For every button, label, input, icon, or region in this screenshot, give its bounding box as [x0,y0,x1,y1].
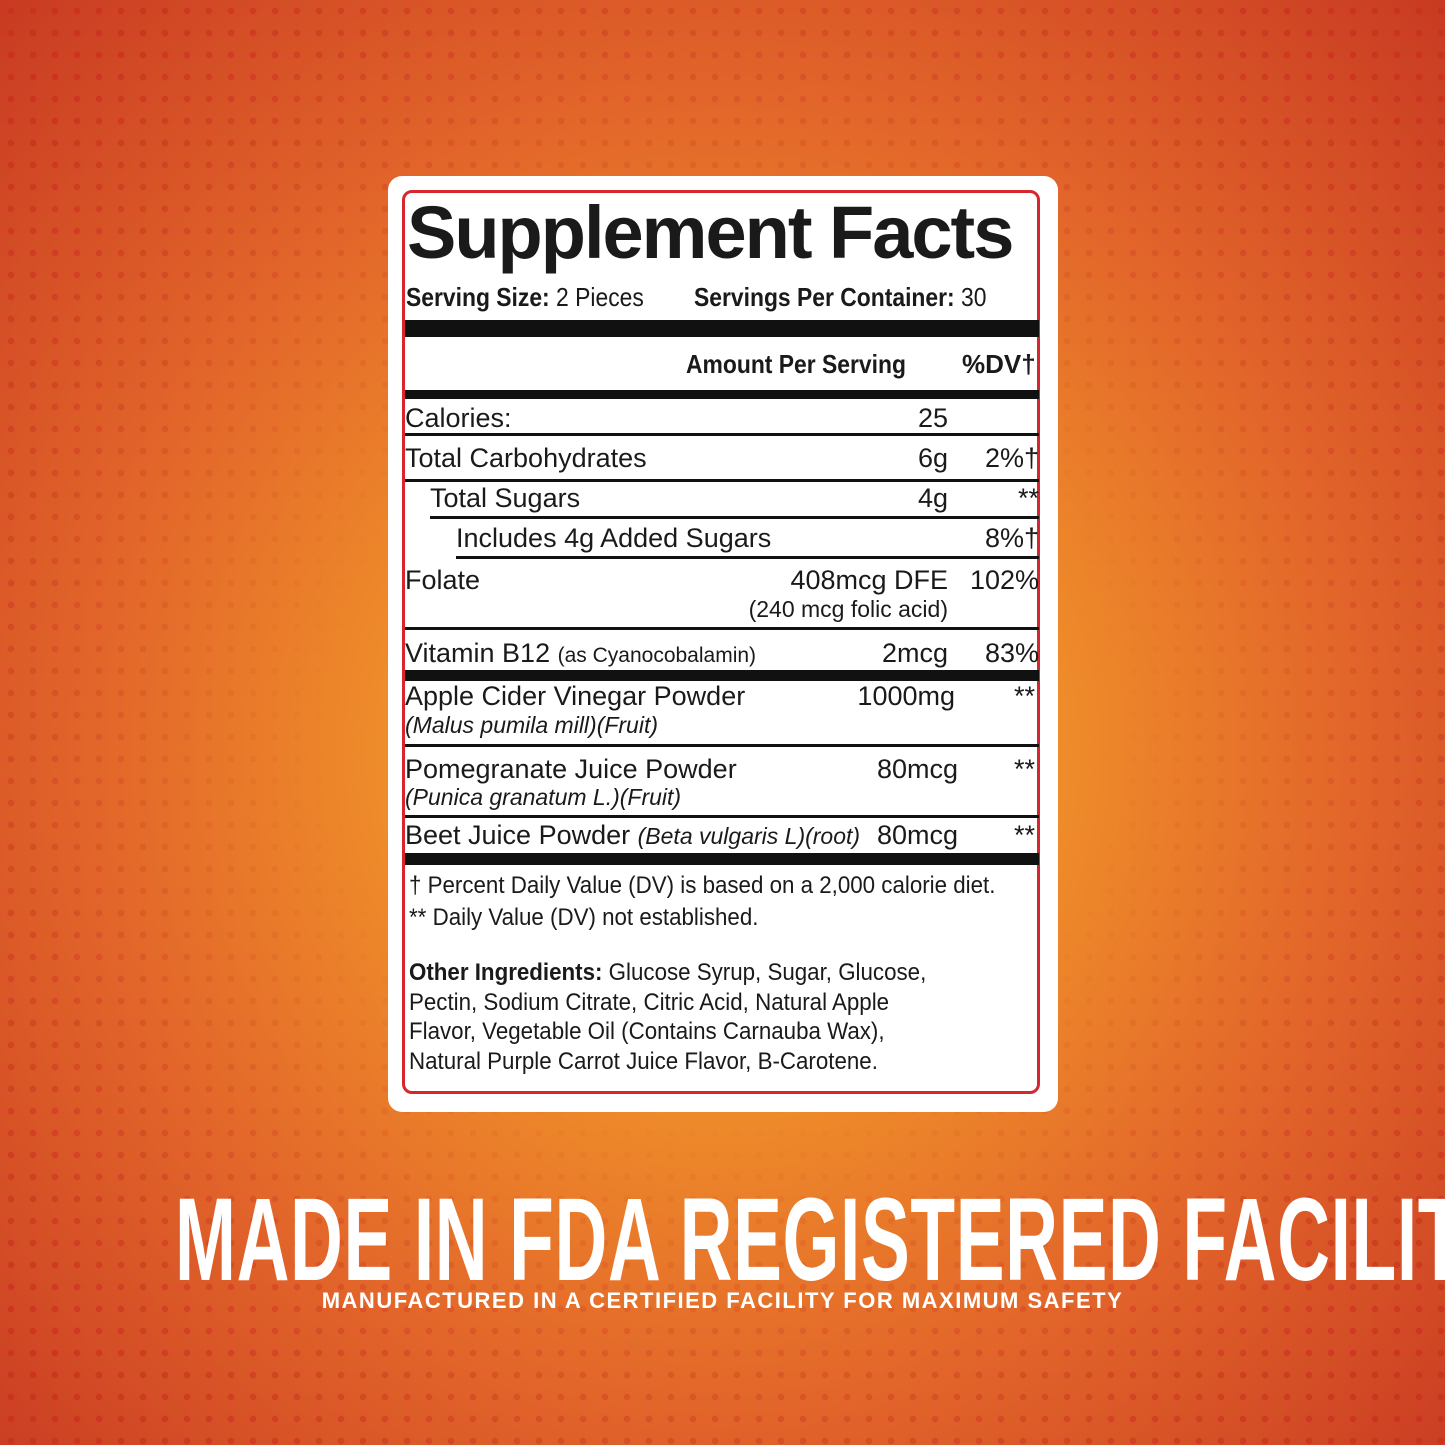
thick-divider [405,853,1039,865]
row-amount: 4g [917,483,948,513]
thick-divider [405,390,1039,399]
row-amount: 408mcg DFE [790,565,948,595]
row-amount-note: (240 mcg folic acid) [748,596,948,622]
row-amount: 6g [917,443,948,473]
serving-size-label: Serving Size: [406,282,550,312]
row-amount: 80mcg [876,754,958,784]
row-name: Beet Juice Powder (Beta vulgaris L)(root… [405,820,861,850]
row-name: Apple Cider Vinegar Powder [405,681,746,711]
subheadline: MANUFACTURED IN A CERTIFIED FACILITY FOR… [321,1288,1124,1313]
ingredient-line: Pectin, Sodium Citrate, Citric Acid, Nat… [409,988,890,1016]
dv-header: %DV† [962,349,1036,379]
divider [456,556,1039,559]
thick-divider [405,320,1039,337]
footnote-dv: † Percent Daily Value (DV) is based on a… [409,872,996,899]
divider [405,627,1039,630]
row-dv: 102% [969,565,1039,595]
row-dv: ** [1013,820,1035,850]
row-name: Total Carbohydrates [405,443,647,473]
label-title: Supplement Facts [407,191,1014,274]
thick-divider [405,670,1039,681]
row-amount: 2mcg [881,638,948,668]
headline: MADE IN FDA REGISTERED FACILITY [175,1174,1445,1306]
footnote-not-established: ** Daily Value (DV) not established. [409,904,759,931]
row-note: (Punica granatum L.)(Fruit) [405,784,682,810]
row-amount: 80mcg [876,820,958,850]
divider [405,815,1039,818]
row-name: Pomegranate Juice Powder [405,754,737,784]
servings-value: 30 [961,282,987,312]
row-name: Calories: [405,403,512,433]
row-name: Total Sugars [430,483,581,513]
divider [405,479,1039,482]
row-note: (as Cyanocobalamin) [557,644,757,667]
servings-per-container: Servings Per Container: 30 [694,284,1026,310]
serving-size: Serving Size: 2 Pieces [406,284,676,310]
ingredient-line: Flavor, Vegetable Oil (Contains Carnauba… [409,1018,885,1046]
row-amount: 1000mg [857,681,955,711]
row-name: Vitamin B12 (as Cyanocobalamin) [405,638,757,668]
divider [430,516,1039,519]
ingredient-line: Glucose Syrup, Sugar, Glucose, [608,959,927,986]
amount-header: Amount Per Serving [686,349,906,379]
row-note: (Beta vulgaris L)(root) [637,823,861,849]
ingredient-line: Natural Purple Carrot Juice Flavor, B-Ca… [409,1047,878,1075]
row-name: Folate [405,565,481,595]
other-ingredients: Other Ingredients: Glucose Syrup, Sugar,… [409,958,965,1076]
divider [405,433,1039,436]
other-ingredients-label: Other Ingredients: [409,959,603,986]
row-note: (Malus pumila mill)(Fruit) [405,712,659,738]
divider [405,744,1039,747]
row-dv: 8%† [984,523,1039,553]
row-amount: 25 [917,403,948,433]
row-dv: 83% [984,638,1039,668]
serving-size-value: 2 Pieces [556,282,644,312]
servings-label: Servings Per Container: [694,282,955,312]
row-dv: ** [1013,681,1035,711]
label-border [402,190,1040,1094]
row-name: Includes 4g Added Sugars [456,523,772,553]
row-dv: ** [1017,483,1039,513]
row-dv: 2%† [984,443,1039,473]
row-dv: ** [1013,754,1035,784]
